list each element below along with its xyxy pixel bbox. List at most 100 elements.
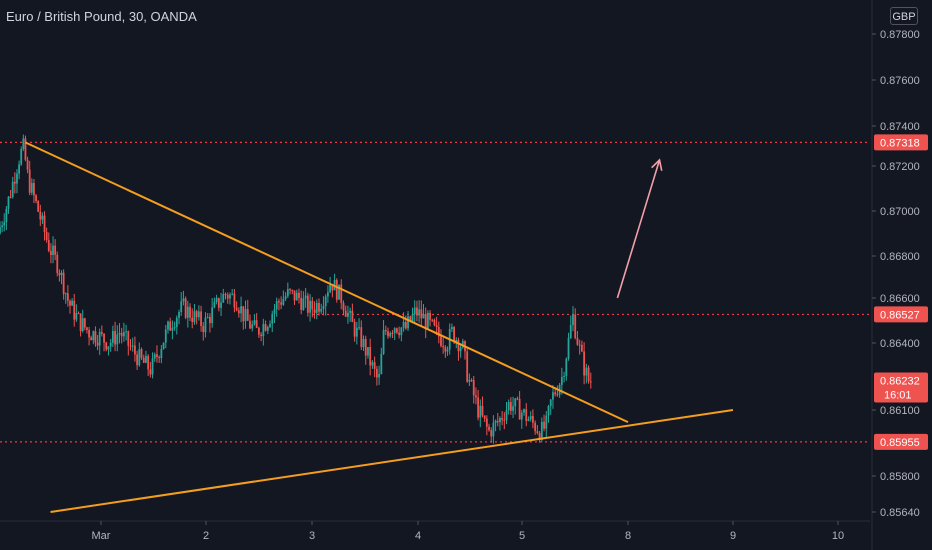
trendline-lower[interactable]	[50, 409, 734, 513]
candle-body	[1, 225, 4, 228]
y-tick-label: 0.86600	[880, 293, 920, 305]
candle-body	[114, 330, 116, 345]
candle-body	[52, 245, 54, 256]
candle-body	[440, 336, 442, 346]
candle-body	[396, 328, 398, 333]
candle-body	[400, 327, 403, 336]
candle-body	[574, 314, 577, 338]
trendline-upper[interactable]	[24, 141, 629, 424]
candle-body	[329, 284, 332, 293]
currency-badge[interactable]: GBP	[890, 7, 918, 25]
arrow-annotation[interactable]	[616, 158, 663, 299]
candle-body	[420, 309, 423, 319]
candle-body	[298, 292, 300, 298]
candle-body	[340, 284, 343, 303]
time-axis[interactable]: Mar 2 3 4 5 8 9 10	[0, 520, 870, 542]
candle-body	[264, 324, 267, 331]
candle-body	[534, 422, 537, 432]
trendlines[interactable]	[24, 141, 734, 513]
candle-body	[455, 339, 458, 343]
candle-body	[158, 356, 161, 359]
y-tick-label: 0.86400	[880, 338, 920, 350]
candle-body	[220, 302, 222, 308]
candle-body	[344, 310, 347, 317]
candle-body	[569, 325, 572, 339]
candle-body	[418, 309, 421, 316]
candle-body	[224, 293, 227, 295]
candle-body	[479, 405, 482, 418]
candle-body	[320, 308, 323, 312]
candle-body	[589, 381, 592, 383]
candle-body	[60, 272, 63, 276]
candle-body	[587, 367, 590, 382]
candle-body	[422, 313, 425, 319]
candle-body	[69, 300, 71, 306]
candle-body	[280, 302, 283, 305]
candle-body	[147, 356, 150, 370]
candle-body	[111, 330, 114, 343]
arrow-head[interactable]	[651, 158, 663, 171]
candle-body	[585, 367, 588, 376]
candle-body	[122, 332, 125, 337]
candle-body	[246, 309, 249, 321]
candle-body	[233, 293, 236, 308]
candle-body	[81, 318, 84, 332]
candle-body	[353, 322, 356, 337]
candle-body	[45, 232, 48, 241]
candle-body	[380, 353, 383, 375]
candle-body	[563, 375, 565, 377]
candle-body	[347, 312, 349, 317]
candle-body	[509, 402, 512, 411]
candle-body	[211, 307, 214, 324]
candle-body	[7, 196, 10, 209]
candle-body	[433, 319, 436, 326]
candle-body	[50, 250, 52, 256]
price-tag-label: 0.86527	[880, 309, 920, 321]
y-tick-label: 0.85800	[880, 471, 920, 483]
candle-body	[186, 306, 189, 318]
candle-body	[457, 339, 460, 352]
candle-body	[459, 347, 462, 352]
candle-body	[315, 302, 318, 313]
candle-body	[494, 420, 497, 423]
candle-body	[387, 331, 389, 337]
candle-body	[529, 416, 532, 420]
candle-body	[253, 320, 256, 325]
candle-body	[116, 334, 119, 345]
candle-body	[173, 327, 176, 329]
candle-body	[538, 433, 541, 440]
y-tick-label: 0.87800	[880, 29, 920, 41]
candle-body	[554, 392, 557, 395]
candle-body	[235, 307, 238, 311]
candle-body	[483, 415, 486, 419]
price-axis[interactable]: 0.87800 0.87600 0.87400 0.87200 0.87000 0.868…	[871, 0, 920, 550]
candle-body	[43, 215, 46, 233]
candle-body	[398, 332, 401, 336]
candle-body	[402, 321, 405, 328]
candle-body	[202, 325, 205, 333]
candle-body	[9, 196, 12, 198]
candle-body	[488, 426, 490, 431]
candle-body	[13, 181, 16, 184]
candle-body	[138, 349, 141, 366]
x-tick-label: 2	[203, 530, 209, 542]
candle-body	[282, 298, 285, 305]
candle-body	[244, 309, 247, 322]
candle-body	[54, 245, 57, 255]
candle-body	[505, 410, 508, 420]
candle-body	[364, 338, 367, 356]
x-tick-label: 4	[415, 530, 421, 542]
candle-body	[275, 301, 278, 310]
candle-body	[257, 327, 260, 335]
candle-body	[289, 289, 291, 291]
candle-body	[369, 347, 372, 366]
arrow-shaft[interactable]	[616, 159, 661, 299]
candle-body	[3, 222, 6, 226]
candle-body	[309, 300, 311, 313]
candle-body	[73, 300, 76, 320]
candle-body	[409, 316, 412, 322]
candle-body	[151, 358, 154, 375]
candle-body	[306, 295, 309, 313]
candle-body	[125, 331, 127, 333]
